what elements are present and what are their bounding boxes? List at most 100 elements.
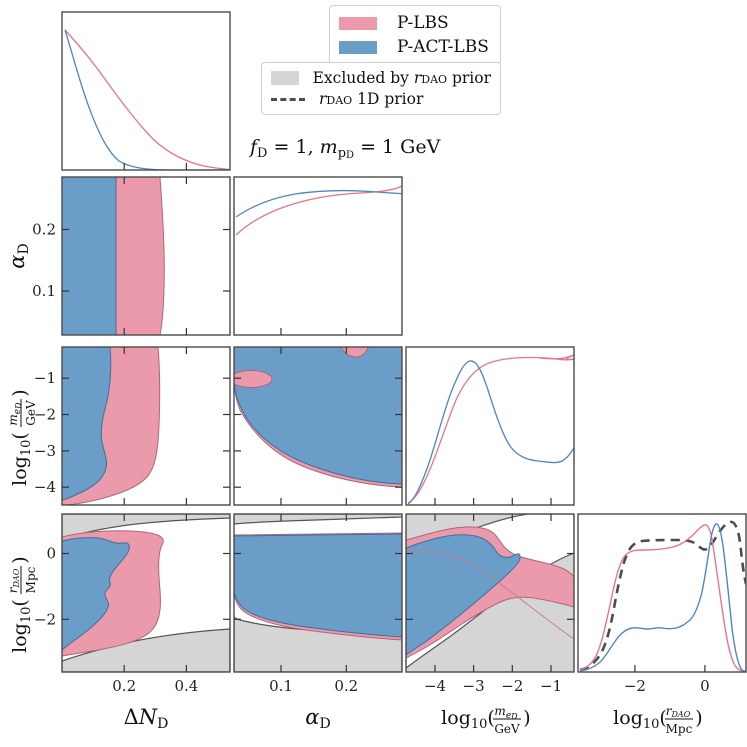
curve-P-LBS bbox=[235, 185, 402, 236]
axis-title-me: log10( meD GeV ) bbox=[441, 704, 531, 736]
panel-me-marginal bbox=[405, 346, 575, 506]
svg-text:): ) bbox=[9, 389, 31, 396]
xtick-me-3: −1 bbox=[540, 677, 562, 695]
svg-text:GeV: GeV bbox=[24, 400, 38, 426]
tick-marks bbox=[62, 177, 230, 335]
panel-alpha-vs-dN bbox=[61, 176, 231, 336]
svg-text:GeV: GeV bbox=[494, 722, 520, 736]
panel-frame bbox=[61, 11, 231, 171]
panel-frame bbox=[233, 513, 403, 673]
legend-item-p-lbs: P-LBS bbox=[339, 13, 491, 33]
panel-frame bbox=[233, 176, 403, 336]
svg-text:): ) bbox=[523, 707, 530, 729]
svg-text:Mpc: Mpc bbox=[666, 722, 693, 736]
panel-frame bbox=[405, 513, 575, 673]
legend-swatch-excluded bbox=[271, 71, 299, 85]
x-axis-titles: ΔND αD log10( meD GeV ) log10( rDAO Mpc … bbox=[124, 704, 703, 736]
axis-title-me-y: log10( meD GeV ) bbox=[6, 389, 38, 486]
panel-rdao-vs-me bbox=[405, 513, 575, 673]
svg-text:log10(: log10( bbox=[441, 707, 495, 732]
tick-marks bbox=[434, 498, 552, 505]
tick-marks bbox=[634, 665, 706, 672]
legend-label-p-lbs: P-LBS bbox=[397, 13, 449, 33]
legend-label-p-act-lbs: P-ACT-LBS bbox=[397, 37, 489, 57]
xtick-me-2: −2 bbox=[501, 677, 523, 695]
svg-text:rDAO: rDAO bbox=[666, 704, 691, 719]
panel-frame bbox=[61, 346, 231, 506]
svg-text:): ) bbox=[9, 556, 31, 563]
axis-title-dN: ΔND bbox=[124, 705, 169, 732]
legend-item-p-act-lbs: P-ACT-LBS bbox=[339, 37, 491, 57]
contour-P-LBS-thin-line bbox=[406, 550, 574, 640]
svg-text:Mpc: Mpc bbox=[24, 566, 38, 593]
curve-P-ACT-LBS bbox=[235, 189, 402, 218]
svg-text:log10(: log10( bbox=[9, 432, 34, 486]
panel-frame bbox=[577, 513, 747, 673]
curve-P-LBS bbox=[64, 29, 230, 170]
svg-text:meD: meD bbox=[6, 402, 23, 426]
y-tick-labels: 0.2 0.1 −1 −2 −3 −4 0 −2 bbox=[32, 221, 56, 629]
legend-label-prior-line: rDAO 1D prior bbox=[319, 90, 424, 108]
panel-me-vs-dN bbox=[61, 346, 231, 506]
ytick-alpha-1: 0.2 bbox=[32, 221, 56, 239]
curve-P-ACT-LBS bbox=[407, 360, 574, 505]
xtick-me-1: −3 bbox=[463, 677, 485, 695]
curve-rdao-1D-prior bbox=[579, 520, 746, 672]
tick-marks bbox=[62, 347, 230, 505]
figure-annotation: fD = 1, mpD = 1 GeV bbox=[248, 136, 441, 161]
legend-swatch-p-act-lbs bbox=[339, 40, 377, 54]
xtick-rdao-1: 0 bbox=[700, 677, 710, 695]
ytick-me-0: −4 bbox=[34, 478, 56, 496]
xtick-dN-1: 0.4 bbox=[174, 677, 198, 695]
contour-P-ACT-LBS-fill bbox=[406, 534, 521, 656]
panel-rdao-vs-dN bbox=[61, 513, 231, 673]
tick-marks bbox=[406, 514, 574, 672]
contour-P-ACT-LBS-fill bbox=[62, 537, 130, 651]
x-tick-labels: 0.2 0.4 0.1 0.2 −4 −3 −2 −1 −2 0 bbox=[112, 677, 709, 695]
svg-text:): ) bbox=[695, 707, 702, 729]
svg-text:fD = 1, mpD = 1 GeV: fD = 1, mpD = 1 GeV bbox=[248, 136, 441, 161]
contour-P-ACT-LBS-fill bbox=[62, 347, 112, 501]
contour-P-ACT-LBS-fill bbox=[234, 533, 402, 638]
panel-frame bbox=[233, 346, 403, 506]
svg-text:meD: meD bbox=[494, 704, 518, 721]
ytick-me-1: −3 bbox=[34, 442, 56, 460]
svg-text:log10(: log10( bbox=[9, 599, 34, 653]
curve-P-LBS bbox=[579, 524, 746, 672]
svg-text:log10(: log10( bbox=[613, 707, 667, 732]
ytick-me-2: −2 bbox=[34, 406, 56, 424]
curve-P-LBS-2 bbox=[539, 354, 574, 360]
axis-title-alpha: αD bbox=[305, 705, 330, 732]
legend-label-excluded: Excluded by rDAO prior bbox=[312, 69, 491, 87]
panel-rdao-vs-alpha bbox=[233, 513, 403, 673]
axis-title-rdao-y: log10( rDAO Mpc ) bbox=[6, 556, 38, 653]
legend-main: P-LBS P-ACT-LBS bbox=[329, 5, 501, 65]
svg-text:rDAO: rDAO bbox=[6, 568, 21, 593]
legend-item-excluded: Excluded by rDAO prior bbox=[271, 69, 491, 87]
tick-marks bbox=[234, 514, 402, 672]
axis-title-rdao: log10( rDAO Mpc ) bbox=[613, 704, 703, 736]
y-axis-titles: αD log10( meD GeV ) log10( rDAO Mpc ) bbox=[5, 243, 38, 653]
xtick-me-0: −4 bbox=[424, 677, 446, 695]
ytick-rdao-0: −2 bbox=[34, 610, 56, 628]
tick-marks bbox=[234, 347, 402, 505]
ytick-me-3: −1 bbox=[34, 369, 56, 387]
panel-alpha-marginal bbox=[233, 176, 403, 336]
svg-text:αD: αD bbox=[5, 243, 32, 268]
panel-frame bbox=[405, 346, 575, 506]
excluded-region-upper bbox=[234, 514, 402, 525]
legend-prior: Excluded by rDAO prior rDAO 1D prior bbox=[261, 62, 501, 115]
xtick-alpha-0: 0.1 bbox=[269, 677, 293, 695]
legend-dash-prior bbox=[271, 97, 305, 101]
panel-frame bbox=[61, 513, 231, 673]
axis-title-alpha-y: αD bbox=[5, 243, 32, 268]
xtick-rdao-0: −2 bbox=[624, 677, 646, 695]
tick-marks bbox=[123, 163, 187, 170]
tick-marks bbox=[280, 328, 347, 335]
legend-item-prior-line: rDAO 1D prior bbox=[271, 90, 491, 108]
ytick-rdao-1: 0 bbox=[46, 545, 56, 563]
panel-frame bbox=[61, 176, 231, 336]
xtick-dN-0: 0.2 bbox=[112, 677, 136, 695]
contour-P-LBS-island-top bbox=[340, 347, 369, 358]
